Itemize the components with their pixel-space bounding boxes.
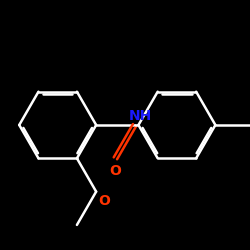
Text: NH: NH	[129, 109, 152, 123]
Text: O: O	[98, 194, 110, 207]
Text: O: O	[110, 164, 121, 178]
